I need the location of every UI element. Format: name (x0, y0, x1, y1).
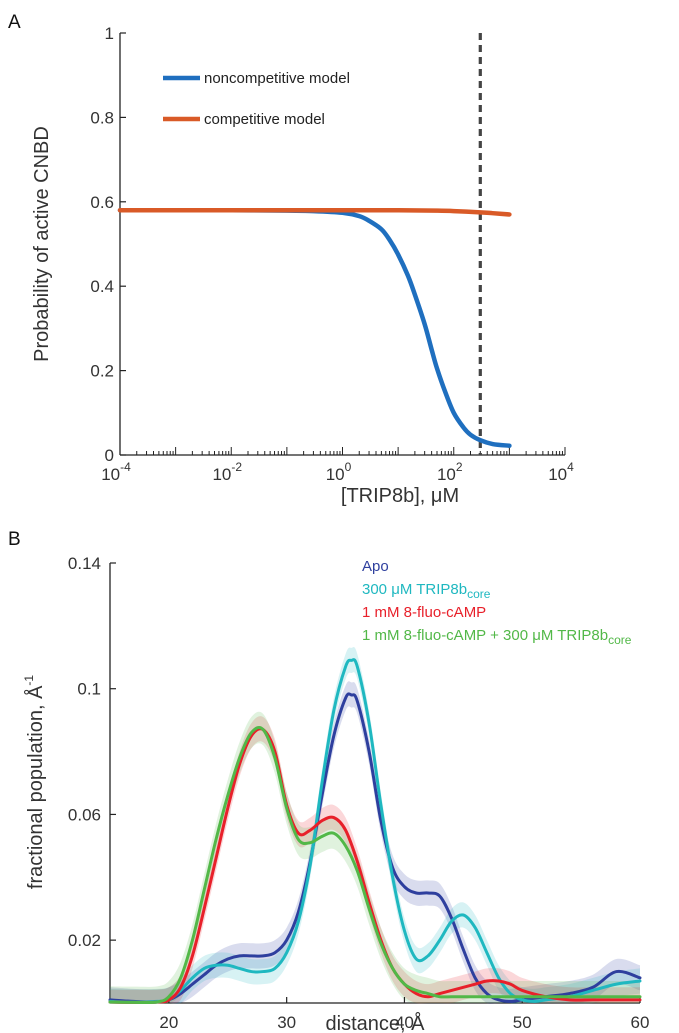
panel-b-x-tick-label: 40 (395, 1013, 414, 1032)
panel-a-legend-label: competitive model (204, 111, 325, 128)
panel-a-x-tick-label: 100 (326, 460, 352, 484)
panel-a-x-tick-label: 10-2 (212, 460, 242, 484)
panel-b-ticks: 0.02 0.06 0.1 0.14 20 30 40 50 60 (68, 554, 650, 1032)
panel-b-x-title: distance, Å (326, 1012, 426, 1033)
panel-b-lines (108, 658, 642, 1005)
panel-b-legend-label: 300 μM TRIP8bcore (362, 581, 491, 601)
panel-b-y-tick-label: 0.06 (68, 805, 101, 824)
panel-a-letter: A (8, 12, 21, 33)
panel-b-y-tick-label: 0.02 (68, 931, 101, 950)
panel-b-legend-label: 1 mM 8-fluo-cAMP (362, 604, 486, 621)
panel-a-y-tick-label: 0.2 (90, 362, 114, 381)
panel-b-y-tick-label: 0.14 (68, 554, 101, 573)
panel-b-y-title: fractional population, Å-1 (22, 675, 47, 889)
panel-a: A 0 0.2 0.4 0.6 0.8 1 10-4 10-2 100 102 104 noncom… (8, 12, 574, 507)
panel-b-series-line (108, 692, 642, 1004)
panel-a-y-tick-label: 0.8 (90, 108, 114, 127)
panel-a-x-title: [TRIP8b], μM (341, 485, 459, 507)
panel-a-lines (117, 33, 512, 455)
panel-a-x-tick-label: 104 (548, 460, 574, 484)
panel-a-y-tick-label: 0 (105, 446, 114, 465)
panel-b-y-tick-label: 0.1 (77, 680, 101, 699)
panel-b-x-tick-label: 60 (631, 1013, 650, 1032)
panel-b-series-line (108, 658, 642, 1004)
panel-b-legend: Apo 300 μM TRIP8bcore 1 mM 8-fluo-cAMP 1 mM… (362, 558, 632, 647)
panel-a-x-tick-label: 102 (437, 460, 463, 484)
panel-a-series-line (117, 207, 512, 217)
panel-b-series-line (108, 725, 642, 1005)
panel-a-y-tick-label: 0.6 (90, 193, 114, 212)
panel-b: B 0.02 0.06 0.1 0.14 20 30 40 50 60 Apo 300 μM TR… (8, 529, 649, 1033)
panel-a-ticks: 0 0.2 0.4 0.6 0.8 1 10-4 10-2 100 102 104 (90, 24, 574, 484)
panel-a-y-title: Probability of active CNBD (31, 126, 53, 362)
panel-b-x-tick-label: 30 (277, 1013, 296, 1032)
panel-b-x-tick-label: 20 (159, 1013, 178, 1032)
panel-a-y-tick-label: 1 (105, 24, 114, 43)
panel-a-x-tick-label: 10-4 (101, 460, 131, 484)
panel-a-y-tick-label: 0.4 (90, 277, 114, 296)
panel-a-legend: noncompetitive model competitive model (163, 70, 350, 128)
panel-a-series-line (117, 207, 512, 448)
panel-b-letter: B (8, 529, 21, 550)
panel-b-legend-label: Apo (362, 558, 389, 575)
panel-b-legend-label: 1 mM 8-fluo-cAMP + 300 μM TRIP8bcore (362, 627, 632, 647)
panel-a-legend-label: noncompetitive model (204, 70, 350, 87)
panel-b-series-line (108, 727, 642, 1004)
panel-b-x-tick-label: 50 (513, 1013, 532, 1032)
